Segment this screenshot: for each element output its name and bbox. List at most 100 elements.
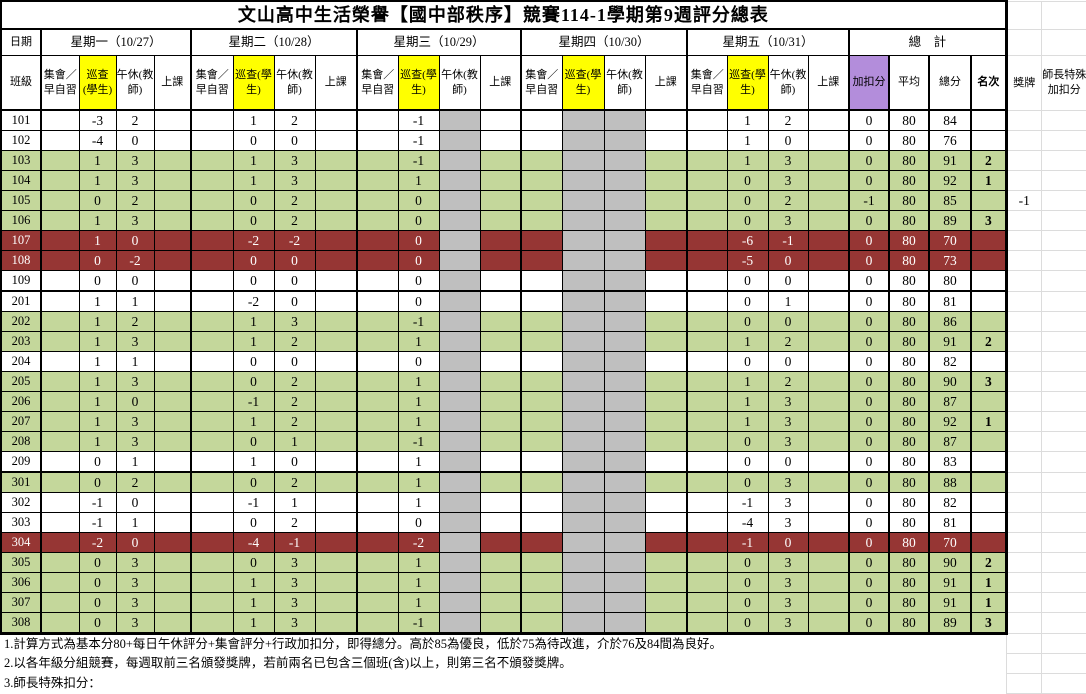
adjust-cell[interactable]: 0 (848, 230, 890, 251)
score-cell[interactable] (807, 311, 850, 332)
score-cell[interactable] (644, 109, 688, 131)
score-cell[interactable] (438, 150, 481, 171)
total-cell[interactable]: 91 (928, 331, 972, 352)
special-adjust-cell[interactable] (1040, 592, 1086, 613)
score-cell[interactable]: 0 (726, 552, 769, 573)
score-cell[interactable] (356, 290, 399, 312)
score-cell[interactable]: -2 (232, 290, 275, 312)
score-cell[interactable] (561, 130, 605, 151)
score-cell[interactable] (603, 612, 646, 635)
score-cell[interactable]: 2 (273, 210, 316, 231)
score-cell[interactable]: 2 (767, 190, 809, 211)
score-cell[interactable] (807, 230, 850, 251)
score-cell[interactable] (686, 150, 728, 171)
score-cell[interactable]: 1 (397, 411, 440, 432)
average-cell[interactable]: 80 (888, 351, 930, 372)
score-cell[interactable] (686, 411, 728, 432)
score-cell[interactable]: -1 (78, 492, 117, 513)
score-cell[interactable] (479, 391, 522, 412)
score-cell[interactable] (807, 210, 850, 231)
score-cell[interactable] (686, 471, 728, 493)
score-cell[interactable]: 1 (726, 130, 769, 151)
total-cell[interactable]: 86 (928, 311, 972, 332)
medal-cell[interactable] (1005, 431, 1042, 452)
score-cell[interactable] (153, 431, 192, 452)
score-cell[interactable]: 0 (115, 391, 155, 412)
medal-cell[interactable] (1005, 351, 1042, 372)
adjust-cell[interactable]: 0 (848, 612, 890, 635)
score-cell[interactable] (479, 492, 522, 513)
score-cell[interactable]: 0 (726, 592, 769, 613)
special-adjust-cell[interactable] (1040, 411, 1086, 432)
score-cell[interactable] (479, 230, 522, 251)
total-cell[interactable]: 87 (928, 391, 972, 412)
score-cell[interactable]: 0 (232, 431, 275, 452)
score-cell[interactable] (40, 471, 80, 493)
score-cell[interactable]: 1 (397, 592, 440, 613)
score-cell[interactable] (644, 250, 688, 271)
score-cell[interactable]: 3 (767, 150, 809, 171)
score-cell[interactable]: 1 (397, 552, 440, 573)
score-cell[interactable] (153, 109, 192, 131)
score-cell[interactable] (520, 391, 563, 412)
score-cell[interactable] (40, 250, 80, 271)
score-cell[interactable] (686, 130, 728, 151)
score-cell[interactable]: 0 (78, 552, 117, 573)
score-cell[interactable] (153, 170, 192, 191)
score-cell[interactable] (479, 572, 522, 593)
score-cell[interactable] (438, 290, 481, 312)
special-adjust-cell[interactable] (1040, 311, 1086, 332)
rank-cell[interactable]: 1 (970, 170, 1008, 191)
rank-cell[interactable] (970, 230, 1008, 251)
score-cell[interactable] (153, 150, 192, 171)
class-cell[interactable]: 207 (0, 411, 42, 432)
score-cell[interactable] (190, 351, 234, 372)
score-cell[interactable]: -1 (78, 512, 117, 533)
score-cell[interactable] (314, 592, 358, 613)
rank-cell[interactable]: 1 (970, 592, 1008, 613)
score-cell[interactable] (153, 351, 192, 372)
special-adjust-cell[interactable] (1040, 331, 1086, 352)
score-cell[interactable]: 3 (273, 552, 316, 573)
score-cell[interactable]: 1 (397, 391, 440, 412)
special-adjust-cell[interactable] (1040, 270, 1086, 292)
score-cell[interactable] (314, 150, 358, 171)
score-cell[interactable]: 0 (726, 451, 769, 473)
score-cell[interactable] (314, 250, 358, 271)
special-adjust-cell[interactable] (1040, 170, 1086, 191)
average-cell[interactable]: 80 (888, 150, 930, 171)
score-cell[interactable] (561, 411, 605, 432)
score-cell[interactable]: 0 (232, 270, 275, 292)
score-cell[interactable]: 1 (273, 431, 316, 452)
adjust-cell[interactable]: 0 (848, 391, 890, 412)
score-cell[interactable]: 1 (115, 451, 155, 473)
score-cell[interactable]: -4 (726, 512, 769, 533)
score-cell[interactable] (644, 331, 688, 352)
score-cell[interactable]: 1 (78, 431, 117, 452)
special-adjust-cell[interactable] (1040, 230, 1086, 251)
rank-cell[interactable] (970, 351, 1008, 372)
score-cell[interactable] (438, 572, 481, 593)
score-cell[interactable]: 3 (767, 391, 809, 412)
score-cell[interactable] (479, 512, 522, 533)
rank-cell[interactable] (970, 471, 1008, 493)
score-cell[interactable] (686, 552, 728, 573)
score-cell[interactable] (644, 451, 688, 473)
average-cell[interactable]: 80 (888, 250, 930, 271)
score-cell[interactable]: -1 (397, 150, 440, 171)
score-cell[interactable]: 0 (232, 210, 275, 231)
average-cell[interactable]: 80 (888, 572, 930, 593)
score-cell[interactable]: 1 (78, 290, 117, 312)
total-cell[interactable]: 89 (928, 612, 972, 635)
score-cell[interactable] (603, 170, 646, 191)
score-cell[interactable]: 3 (115, 411, 155, 432)
adjust-cell[interactable]: 0 (848, 351, 890, 372)
total-cell[interactable]: 85 (928, 190, 972, 211)
class-cell[interactable]: 208 (0, 431, 42, 452)
score-cell[interactable] (40, 290, 80, 312)
score-cell[interactable] (314, 170, 358, 191)
adjust-cell[interactable]: 0 (848, 411, 890, 432)
score-cell[interactable]: 0 (232, 190, 275, 211)
score-cell[interactable] (807, 270, 850, 292)
score-cell[interactable] (603, 532, 646, 553)
